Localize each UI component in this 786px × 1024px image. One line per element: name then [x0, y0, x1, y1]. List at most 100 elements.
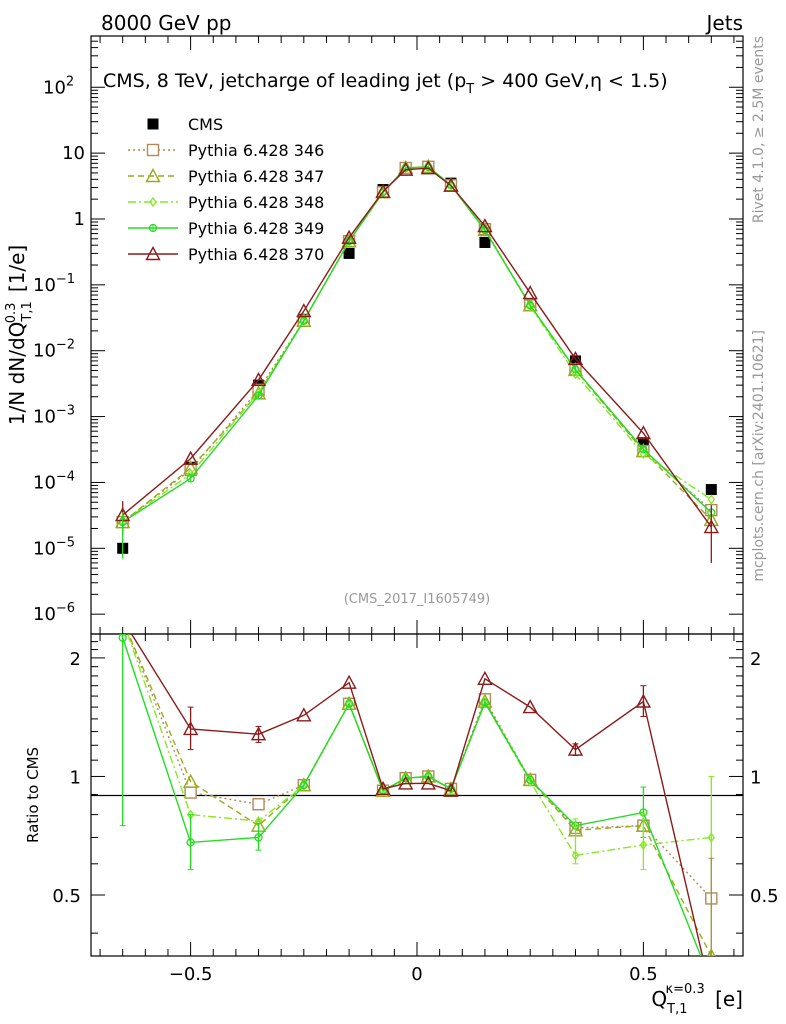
ratio-series-1: [116, 613, 716, 956]
data-point: [567, 350, 584, 366]
series-5: [115, 160, 719, 534]
legend-label: Pythia 6.428 349: [188, 219, 324, 238]
y-tick-label-exp: −4: [56, 469, 75, 484]
ratio-point: [526, 776, 535, 787]
data-point: [705, 484, 717, 496]
ratio-error-bar: [119, 634, 126, 827]
y-tick-label: 10−3: [33, 404, 75, 428]
analysis-watermark: (CMS_2017_I1605749): [344, 592, 491, 607]
ratio-error-bar: [640, 814, 647, 871]
plot-title: CMS, 8 TeV, jetcharge of leading jet (pT…: [103, 70, 668, 97]
plot-title-subscript: T: [465, 82, 474, 97]
y-tick-label-exp: −3: [56, 404, 75, 419]
y-tick-label: 10−1: [33, 272, 75, 296]
data-point: [707, 494, 716, 505]
header-left: 8000 GeV pp: [101, 11, 232, 35]
y-tick-label: 102: [43, 74, 74, 98]
x-axis-label: QT,1 κ=0.3 [e]: [651, 982, 743, 1017]
y-tick-label: 10: [62, 143, 85, 164]
legend-label: Pythia 6.428 348: [188, 193, 324, 212]
ratio-line: [127, 634, 712, 956]
ratio-point: [344, 699, 354, 708]
ratio-series-0: [127, 634, 718, 905]
data-point: [250, 371, 267, 387]
ratio-ticks: 0.5 0.5 1 1 2 2: [52, 641, 779, 934]
data-point: [639, 445, 648, 454]
ratio-point: [398, 775, 414, 790]
legend-marker: [146, 143, 160, 157]
ratio-point-ring: [708, 979, 715, 986]
series-1: [116, 160, 718, 529]
series-line: [122, 166, 712, 523]
y-axis-label-unit: [1/e]: [5, 245, 29, 299]
legend-label: Pythia 6.428 370: [188, 245, 324, 264]
ratio-error-bar: [708, 857, 715, 956]
data-point: [526, 301, 535, 310]
series-4: [118, 162, 716, 527]
ratio-point: [341, 674, 357, 689]
ratio-series-3: [118, 634, 715, 986]
data-point: [479, 236, 491, 248]
data-point: [443, 177, 459, 192]
y-tick-label: 10−4: [33, 469, 75, 493]
x-tick-label: 0: [411, 964, 422, 985]
y-tick-label: 1: [74, 209, 85, 230]
x-axis-label-subscript: T,1: [666, 1002, 687, 1017]
ratio-y-tick-label: 2: [70, 649, 81, 670]
ratio-point: [443, 782, 459, 797]
ratio-line: [130, 634, 704, 956]
ratio-series-4: [130, 634, 704, 956]
x-axis-label-q: Q: [651, 987, 667, 1011]
ratio-error-bar: [255, 822, 262, 851]
header-right: Jets: [705, 11, 743, 35]
y-tick-label-base: 10: [33, 407, 56, 428]
legend-entry: CMS: [147, 115, 223, 134]
data-point: [375, 183, 391, 198]
y-tick-label-exp: −1: [56, 272, 75, 287]
data-point: [477, 218, 493, 233]
y-axis-label-prefix: 1/N dN/dQ: [5, 322, 29, 426]
ratio-y-tick-label: 0.5: [52, 886, 81, 907]
ratio-point: [375, 780, 391, 796]
y-tick-label-base: 10: [62, 143, 85, 164]
y-tick-label: 10−2: [33, 338, 75, 362]
y-axis-label-subscript: T,1: [20, 301, 35, 322]
ratio-point: [708, 978, 715, 986]
ratio-y-tick-label: 1: [70, 767, 81, 788]
legend-entry: Pythia 6.428 347: [128, 167, 324, 186]
data-point: [296, 303, 312, 318]
series-line: [122, 166, 712, 523]
legend-marker: [147, 118, 159, 130]
y-tick-label-base: 10: [33, 538, 56, 559]
legend-entry: Pythia 6.428 348: [128, 193, 324, 212]
ratio-point: [522, 699, 538, 714]
data-point: [341, 229, 357, 244]
legend-label: Pythia 6.428 347: [188, 167, 324, 186]
data-point: [637, 437, 649, 449]
ratio-point: [116, 613, 129, 625]
data-point: [522, 285, 538, 300]
ratio-point: [477, 670, 493, 685]
legend-entry: Pythia 6.428 370: [128, 245, 324, 264]
ratio-point: [182, 773, 199, 788]
y-tick-label-exp: −2: [56, 338, 75, 353]
data-point: [420, 160, 436, 175]
y-tick-label-base: 10: [33, 604, 56, 625]
legend-entry: Pythia 6.428 346: [128, 141, 324, 160]
ratio-y-tick-label-right: 1: [750, 767, 761, 788]
y-axis-label-superscript: 0.3: [4, 303, 19, 324]
x-axis-label-superscript: κ=0.3: [665, 982, 704, 997]
legend-entry: Pythia 6.428 349: [128, 219, 324, 238]
main-series: [115, 158, 719, 563]
ratio-error-bar: [255, 725, 262, 743]
ratio-error-bar: [572, 743, 579, 757]
y-tick-label-base: 10: [33, 472, 56, 493]
series-line: [122, 167, 712, 528]
data-point: [186, 474, 195, 483]
ratio-y-tick-label-right: 0.5: [750, 886, 779, 907]
y-tick-label-base: 10: [43, 77, 66, 98]
plot-title-suffix: > 400 GeV,η < 1.5): [474, 70, 667, 92]
series-2: [115, 158, 719, 529]
rivet-annotation: Rivet 4.1.0, ≥ 2.5M events: [751, 36, 767, 223]
